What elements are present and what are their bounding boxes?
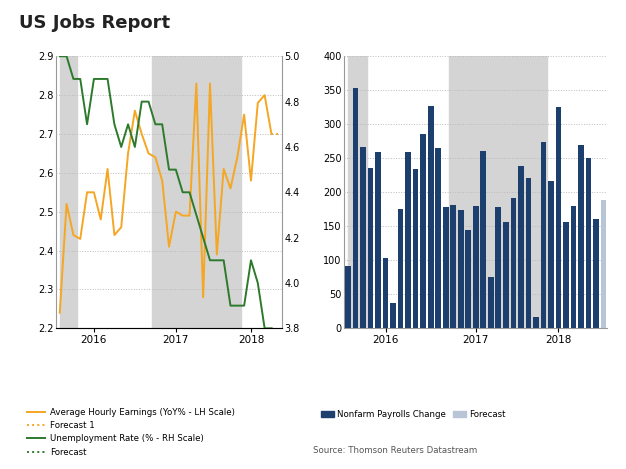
Bar bbox=[449, 56, 547, 328]
Legend: Nonfarm Payrolls Change, Forecast: Nonfarm Payrolls Change, Forecast bbox=[317, 407, 509, 423]
Bar bbox=[541, 142, 546, 328]
Bar bbox=[503, 222, 509, 328]
Bar bbox=[346, 266, 351, 328]
Bar bbox=[361, 147, 366, 328]
Bar bbox=[556, 107, 562, 328]
Bar bbox=[563, 221, 568, 328]
Bar bbox=[406, 152, 411, 328]
Legend: Average Hourly Earnings (YoY% - LH Scale), Forecast 1, Unemployment Rate (% - RH: Average Hourly Earnings (YoY% - LH Scale… bbox=[23, 404, 238, 460]
Bar bbox=[511, 198, 516, 328]
Bar bbox=[428, 106, 433, 328]
Bar bbox=[421, 134, 426, 328]
Bar bbox=[496, 206, 501, 328]
Bar bbox=[353, 88, 358, 328]
Bar bbox=[368, 168, 373, 328]
Bar bbox=[601, 200, 606, 328]
Bar bbox=[398, 209, 404, 328]
Bar bbox=[383, 257, 388, 328]
Bar bbox=[526, 178, 531, 328]
Bar bbox=[443, 206, 448, 328]
Text: Source: Thomson Reuters Datastream: Source: Thomson Reuters Datastream bbox=[313, 446, 477, 455]
Bar bbox=[466, 230, 471, 328]
Bar bbox=[473, 206, 479, 328]
Bar bbox=[586, 158, 591, 328]
Bar bbox=[593, 219, 598, 328]
Bar bbox=[481, 151, 486, 328]
Bar bbox=[152, 56, 241, 328]
Bar bbox=[436, 148, 441, 328]
Bar bbox=[391, 303, 396, 328]
Bar bbox=[458, 210, 463, 328]
Bar bbox=[533, 318, 538, 328]
Bar bbox=[451, 204, 456, 328]
Bar bbox=[578, 145, 584, 328]
Bar bbox=[376, 152, 381, 328]
Bar bbox=[413, 169, 419, 328]
Bar bbox=[59, 56, 77, 328]
Bar bbox=[518, 166, 524, 328]
Text: US Jobs Report: US Jobs Report bbox=[19, 14, 170, 32]
Bar bbox=[571, 206, 577, 328]
Bar bbox=[548, 181, 554, 328]
Bar bbox=[488, 277, 494, 328]
Bar bbox=[348, 56, 367, 328]
